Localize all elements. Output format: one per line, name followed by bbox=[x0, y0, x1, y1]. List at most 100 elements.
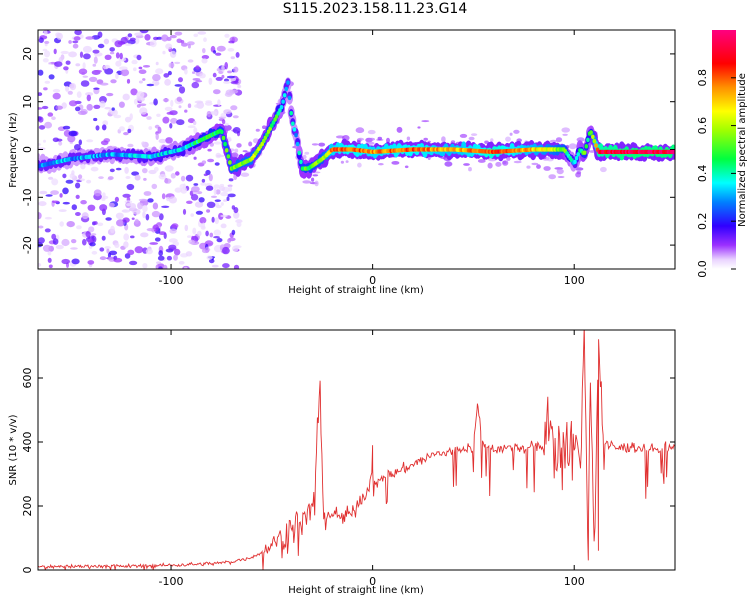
noise-blob bbox=[194, 104, 200, 108]
noise-blob bbox=[168, 196, 177, 204]
noise-blob bbox=[38, 37, 44, 43]
noise-blob bbox=[38, 125, 46, 130]
noise-blob bbox=[195, 80, 203, 83]
noise-blob bbox=[75, 63, 81, 67]
spectrogram-ridge-layer bbox=[38, 77, 675, 179]
noise-blob bbox=[193, 33, 199, 38]
noise-blob bbox=[65, 179, 74, 184]
noise-blob bbox=[312, 174, 319, 177]
noise-blob bbox=[68, 40, 72, 44]
noise-blob bbox=[468, 167, 472, 172]
noise-blob bbox=[102, 192, 106, 198]
noise-blob bbox=[169, 50, 177, 58]
noise-blob bbox=[178, 86, 186, 94]
noise-blob bbox=[122, 217, 130, 223]
noise-blob bbox=[164, 165, 174, 172]
noise-blob bbox=[79, 178, 86, 182]
noise-blob bbox=[161, 193, 166, 200]
colorbar-tick-label: 0.8 bbox=[696, 69, 709, 87]
noise-blob bbox=[45, 194, 53, 197]
noise-blob bbox=[141, 141, 146, 146]
noise-blob bbox=[111, 107, 115, 111]
ridge-segment bbox=[299, 159, 303, 165]
noise-blob bbox=[221, 74, 225, 79]
noise-blob bbox=[110, 79, 117, 84]
noise-blob bbox=[162, 50, 166, 55]
colorbar bbox=[712, 30, 736, 269]
noise-blob bbox=[152, 74, 161, 82]
noise-blob bbox=[531, 162, 539, 166]
noise-blob bbox=[188, 239, 195, 245]
noise-blob bbox=[212, 72, 217, 78]
noise-blob bbox=[178, 105, 182, 109]
noise-blob bbox=[194, 100, 204, 104]
noise-blob bbox=[386, 137, 390, 144]
noise-blob bbox=[205, 185, 214, 191]
noise-blob bbox=[104, 68, 114, 75]
noise-blob bbox=[226, 75, 235, 79]
noise-blob bbox=[164, 178, 172, 184]
noise-blob bbox=[209, 232, 214, 238]
ridge-segment bbox=[584, 144, 589, 149]
noise-blob bbox=[216, 238, 223, 243]
ridge-segment bbox=[282, 93, 287, 98]
noise-blob bbox=[187, 41, 195, 46]
noise-blob bbox=[170, 99, 174, 107]
ridge-segment bbox=[671, 149, 675, 155]
noise-blob bbox=[129, 113, 133, 121]
noise-blob bbox=[178, 261, 185, 265]
noise-blob bbox=[71, 258, 80, 265]
noise-blob bbox=[55, 244, 64, 250]
ridge-segment bbox=[589, 130, 593, 135]
noise-blob bbox=[208, 173, 213, 182]
noise-blob bbox=[86, 179, 92, 184]
noise-blob bbox=[78, 139, 83, 146]
noise-blob bbox=[173, 254, 178, 261]
noise-blob bbox=[396, 126, 403, 133]
noise-blob bbox=[143, 191, 152, 196]
noise-blob bbox=[158, 231, 166, 236]
noise-blob bbox=[61, 102, 67, 109]
noise-blob bbox=[60, 50, 69, 55]
noise-blob bbox=[133, 67, 137, 72]
noise-blob bbox=[43, 30, 48, 37]
noise-blob bbox=[105, 217, 112, 221]
noise-blob bbox=[120, 69, 130, 77]
noise-blob bbox=[104, 246, 111, 249]
noise-blob bbox=[59, 193, 63, 198]
noise-blob bbox=[114, 40, 123, 48]
noise-blob bbox=[78, 174, 83, 180]
ridge-segment bbox=[284, 86, 289, 92]
noise-blob bbox=[88, 76, 98, 82]
noise-blob bbox=[38, 107, 43, 110]
noise-blob bbox=[513, 129, 520, 134]
noise-blob bbox=[97, 31, 103, 38]
noise-blob bbox=[235, 219, 243, 224]
y-tick-label: 0 bbox=[21, 567, 34, 574]
noise-blob bbox=[118, 101, 125, 108]
noise-blob bbox=[201, 178, 206, 183]
noise-blob bbox=[600, 166, 607, 173]
noise-blob bbox=[213, 104, 222, 107]
noise-blob bbox=[72, 43, 79, 49]
noise-blob bbox=[158, 250, 163, 257]
noise-blob bbox=[149, 40, 157, 48]
noise-blob bbox=[208, 77, 213, 85]
noise-blob bbox=[154, 82, 160, 85]
noise-blob bbox=[119, 52, 123, 60]
noise-blob bbox=[38, 201, 47, 207]
noise-blob bbox=[114, 242, 120, 248]
noise-blob bbox=[134, 246, 144, 254]
noise-blob bbox=[216, 45, 226, 52]
noise-blob bbox=[48, 176, 54, 180]
noise-blob bbox=[209, 142, 214, 147]
noise-blob bbox=[207, 148, 212, 152]
noise-blob bbox=[174, 61, 181, 65]
noise-blob bbox=[147, 198, 154, 203]
noise-blob bbox=[228, 186, 233, 192]
noise-blob bbox=[543, 166, 551, 171]
noise-blob bbox=[75, 106, 81, 112]
noise-blob bbox=[207, 158, 215, 163]
noise-blob bbox=[108, 202, 115, 208]
